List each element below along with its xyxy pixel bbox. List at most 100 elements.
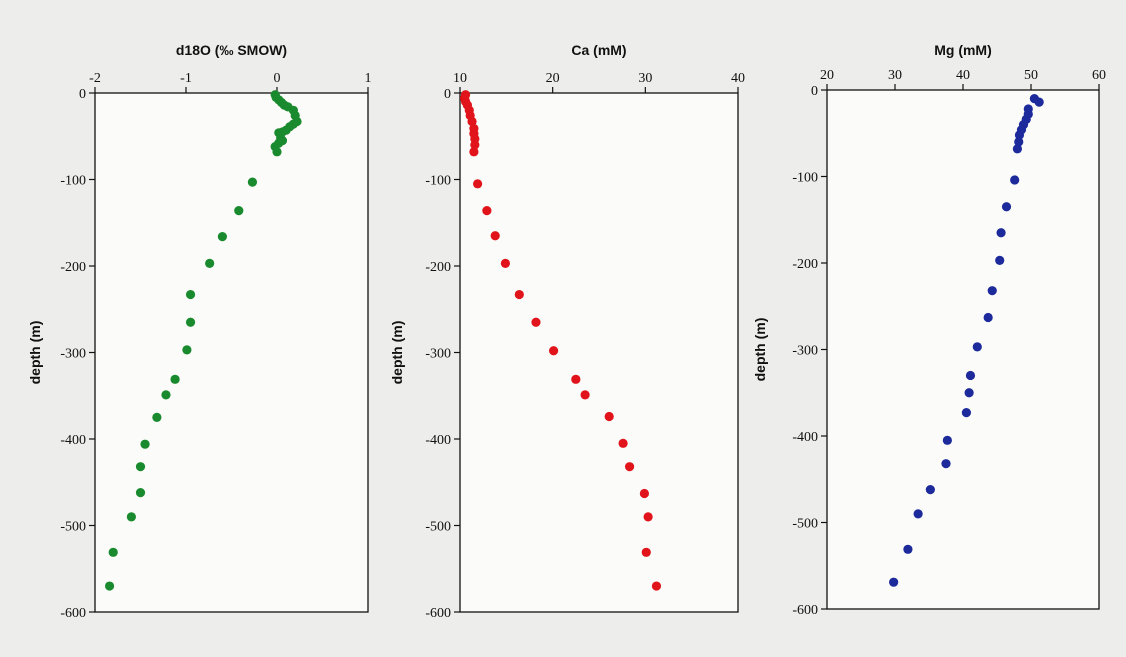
y-tick-label: -100	[425, 174, 451, 189]
x-tick-label: 40	[956, 68, 970, 83]
y-tick-label: -200	[60, 260, 86, 275]
data-point	[514, 289, 524, 300]
data-point	[987, 286, 997, 296]
data-point	[571, 374, 581, 384]
data-point	[482, 206, 492, 216]
x-tick-label: 20	[820, 68, 834, 83]
data-point	[467, 116, 477, 127]
y-axis-title: depth (m)	[389, 321, 405, 385]
data-point	[1001, 202, 1012, 212]
x-tick-label: -1	[180, 71, 192, 86]
data-point	[903, 544, 913, 554]
data-point	[942, 435, 952, 445]
data-point	[925, 485, 935, 495]
data-point	[500, 258, 511, 269]
data-point	[941, 459, 951, 469]
data-point	[135, 462, 146, 472]
x-tick-label: 60	[1092, 68, 1106, 83]
y-tick-label: 0	[79, 87, 86, 102]
x-axis-title: Ca (mM)	[571, 42, 626, 58]
data-point	[618, 438, 628, 448]
y-tick-label: -300	[60, 347, 86, 362]
data-point	[961, 408, 972, 418]
y-tick-label: -300	[792, 344, 818, 359]
x-tick-label: 30	[888, 68, 902, 83]
x-tick-label: 0	[274, 71, 281, 86]
data-point	[651, 581, 662, 591]
data-point	[205, 258, 215, 269]
data-point	[490, 231, 500, 241]
y-tick-label: -200	[425, 260, 451, 275]
y-tick-label: -600	[792, 603, 818, 618]
data-point	[185, 317, 196, 327]
data-point	[140, 439, 150, 449]
x-tick-label: -2	[89, 71, 101, 86]
y-tick-label: -400	[60, 433, 86, 448]
y-tick-label: -100	[60, 174, 86, 189]
data-point	[1014, 137, 1024, 147]
chart-panel-3: Mg (mM) depth (m) 20 30 40 50 60 0 -100 -200 -300 -…	[752, 42, 1106, 618]
data-point	[964, 388, 974, 398]
data-point	[639, 488, 650, 499]
data-point	[126, 512, 136, 522]
data-point	[217, 231, 227, 242]
data-point	[995, 255, 1005, 266]
data-point	[983, 312, 993, 323]
y-axis-title: depth (m)	[752, 318, 768, 382]
data-point	[152, 412, 162, 422]
data-point	[1014, 130, 1025, 140]
data-point	[470, 140, 480, 150]
y-tick-label: -200	[792, 257, 818, 272]
data-point	[996, 228, 1006, 238]
y-tick-label: 0	[444, 87, 451, 102]
y-tick-label: -500	[792, 517, 818, 532]
data-point	[548, 346, 559, 356]
data-point	[104, 581, 115, 591]
data-point	[272, 147, 282, 157]
x-tick-label: 20	[546, 71, 560, 86]
y-axis-title: depth (m)	[27, 321, 43, 385]
data-point	[604, 411, 614, 422]
data-point	[913, 509, 923, 519]
y-tick-label: -400	[792, 430, 818, 445]
data-point	[182, 345, 192, 355]
x-axis-title: Mg (mM)	[934, 42, 992, 58]
data-point	[531, 317, 541, 327]
data-point	[247, 177, 258, 187]
y-tick-label: -500	[60, 520, 86, 535]
data-point	[641, 547, 651, 557]
x-tick-label: 50	[1024, 68, 1038, 83]
y-tick-label: -300	[425, 347, 451, 362]
data-point	[473, 179, 483, 189]
data-point	[135, 488, 146, 498]
data-point	[580, 390, 590, 400]
y-tick-label: -500	[425, 520, 451, 535]
x-tick-label: 10	[453, 71, 467, 86]
data-point	[108, 547, 118, 557]
data-point	[234, 206, 244, 216]
data-point	[889, 577, 899, 587]
y-tick-label: -100	[792, 171, 818, 186]
data-point	[965, 370, 976, 381]
data-point	[972, 342, 982, 352]
data-point	[1012, 144, 1023, 154]
chart-panel-1: d18O (‰ SMOW) depth (m) -2 -1 0 1 0 -100 -200 -30…	[27, 42, 372, 621]
x-tick-label: 40	[731, 71, 745, 86]
data-point	[469, 147, 479, 157]
data-point	[643, 512, 653, 522]
y-tick-label: -400	[425, 433, 451, 448]
x-tick-label: 30	[638, 71, 652, 86]
data-point	[161, 390, 171, 400]
data-point	[624, 462, 635, 472]
data-point	[1010, 175, 1020, 185]
data-point	[185, 289, 196, 300]
x-axis-title: d18O (‰ SMOW)	[176, 42, 287, 58]
y-tick-label: 0	[811, 84, 818, 99]
plot-area	[826, 89, 1100, 610]
plot-area	[94, 92, 369, 613]
plot-area	[459, 92, 739, 613]
y-tick-label: -600	[60, 606, 86, 621]
data-point	[1034, 97, 1044, 107]
